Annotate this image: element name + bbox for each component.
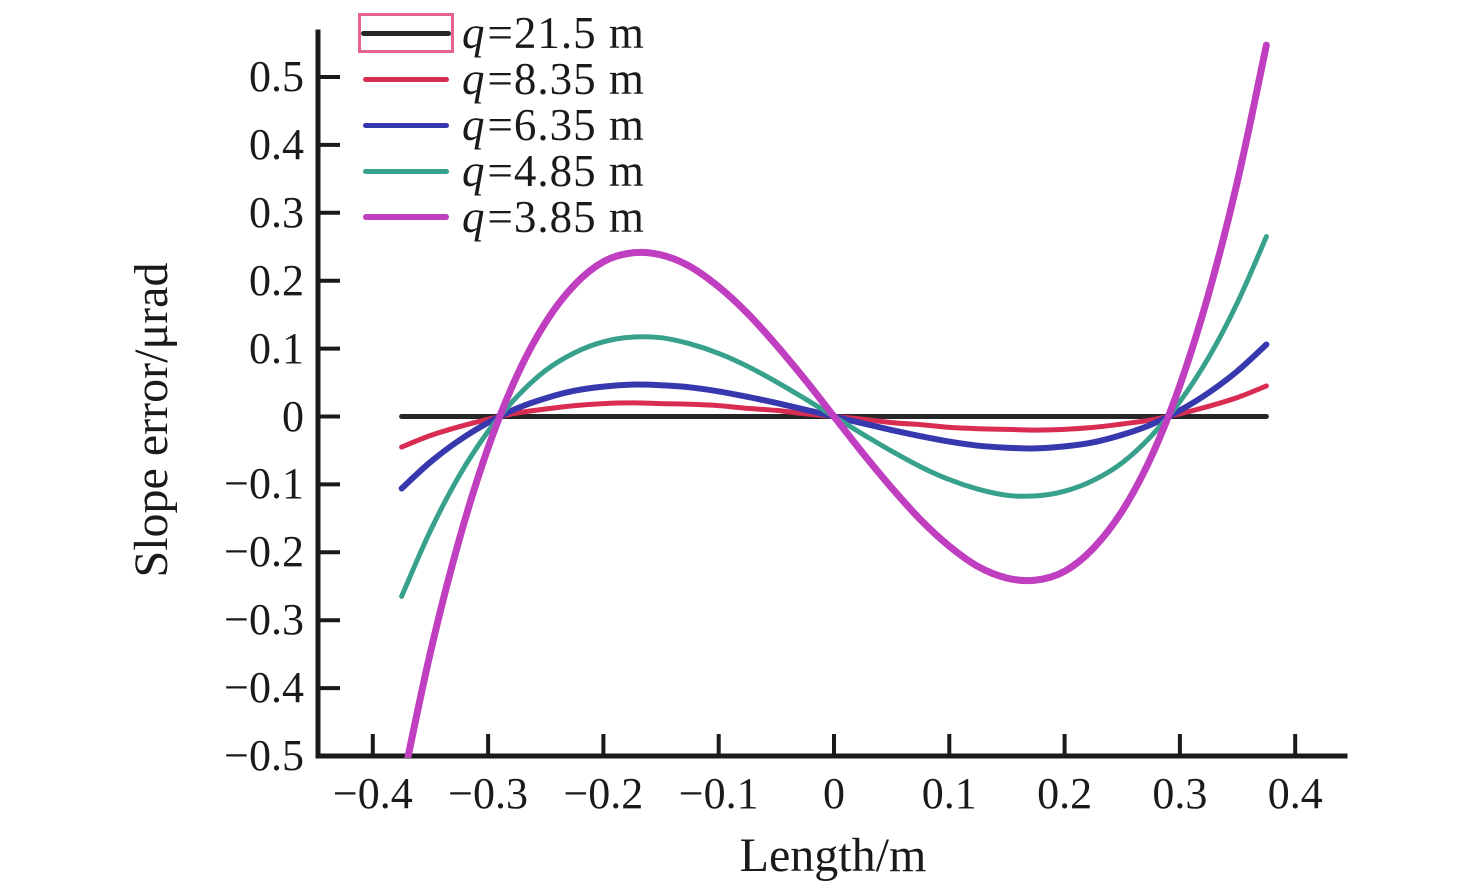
legend-item-label: q=4.85 m (462, 145, 645, 196)
legend-var: q (462, 53, 486, 104)
legend-var: q (462, 191, 486, 242)
legend-value: =3.85 m (487, 191, 645, 242)
legend-value: =4.85 m (487, 145, 645, 196)
legend-swatch-line (363, 168, 449, 174)
x-tick-label: −0.1 (678, 769, 759, 818)
legend-item-q-3-85: q=3.85 m (358, 194, 645, 240)
y-tick-label: −0.3 (224, 595, 304, 645)
legend-value: =8.35 m (487, 53, 645, 104)
legend: q=21.5 m q=8.35 m q=6.35 m q=4.85 m q=3. (358, 10, 645, 240)
legend-item-label: q=8.35 m (462, 53, 645, 104)
y-tick-label: 0.2 (249, 255, 304, 305)
legend-swatch-line (363, 122, 449, 128)
legend-swatch-line (363, 214, 449, 220)
axis-ticks (318, 75, 1298, 758)
x-tick-label: −0.2 (563, 769, 644, 818)
legend-swatch-wrap (358, 56, 454, 102)
legend-swatch-line (361, 30, 451, 36)
y-tick-label: −0.1 (224, 459, 304, 509)
y-tick-label: 0.4 (249, 119, 304, 169)
legend-item-q-21-5: q=21.5 m (358, 10, 645, 56)
legend-value: =6.35 m (487, 99, 645, 150)
x-axis-title: Length/m (739, 829, 927, 882)
legend-var: q (462, 7, 486, 58)
y-tick-label: 0.1 (249, 323, 304, 373)
y-axis-title: Slope error/μrad (125, 262, 178, 578)
legend-item-q-6-35: q=6.35 m (358, 102, 645, 148)
legend-swatch-line (363, 76, 449, 82)
legend-swatch-wrap (358, 148, 454, 194)
y-tick-label: 0 (282, 391, 304, 441)
legend-var: q (462, 145, 486, 196)
legend-value: =21.5 m (487, 7, 645, 58)
y-tick-label: −0.2 (224, 527, 304, 577)
x-tick-label: 0.3 (1152, 769, 1208, 818)
x-tick-label: 0.1 (921, 769, 977, 818)
legend-item-label: q=6.35 m (462, 99, 645, 150)
legend-item-label: q=21.5 m (462, 7, 645, 58)
x-tick-label: 0 (823, 769, 845, 818)
x-tick-label: −0.3 (448, 769, 529, 818)
legend-var: q (462, 99, 486, 150)
curves (398, 41, 1270, 758)
legend-swatch-wrap (358, 10, 454, 56)
curve-q-3-85-m (404, 41, 1270, 758)
legend-swatch-box (358, 13, 454, 53)
x-tick-label: −0.4 (332, 769, 413, 818)
y-tick-label: −0.5 (224, 731, 304, 780)
legend-item-q-4-85: q=4.85 m (358, 148, 645, 194)
legend-item-label: q=3.85 m (462, 191, 645, 242)
legend-swatch-wrap (358, 102, 454, 148)
x-tick-label: 0.4 (1267, 769, 1323, 818)
legend-item-q-8-35: q=8.35 m (358, 56, 645, 102)
y-tick-label: 0.5 (249, 52, 304, 101)
x-tick-label: 0.2 (1037, 769, 1093, 818)
y-tick-label: −0.4 (224, 663, 304, 713)
y-tick-label: 0.3 (249, 187, 304, 237)
legend-swatch-wrap (358, 194, 454, 240)
